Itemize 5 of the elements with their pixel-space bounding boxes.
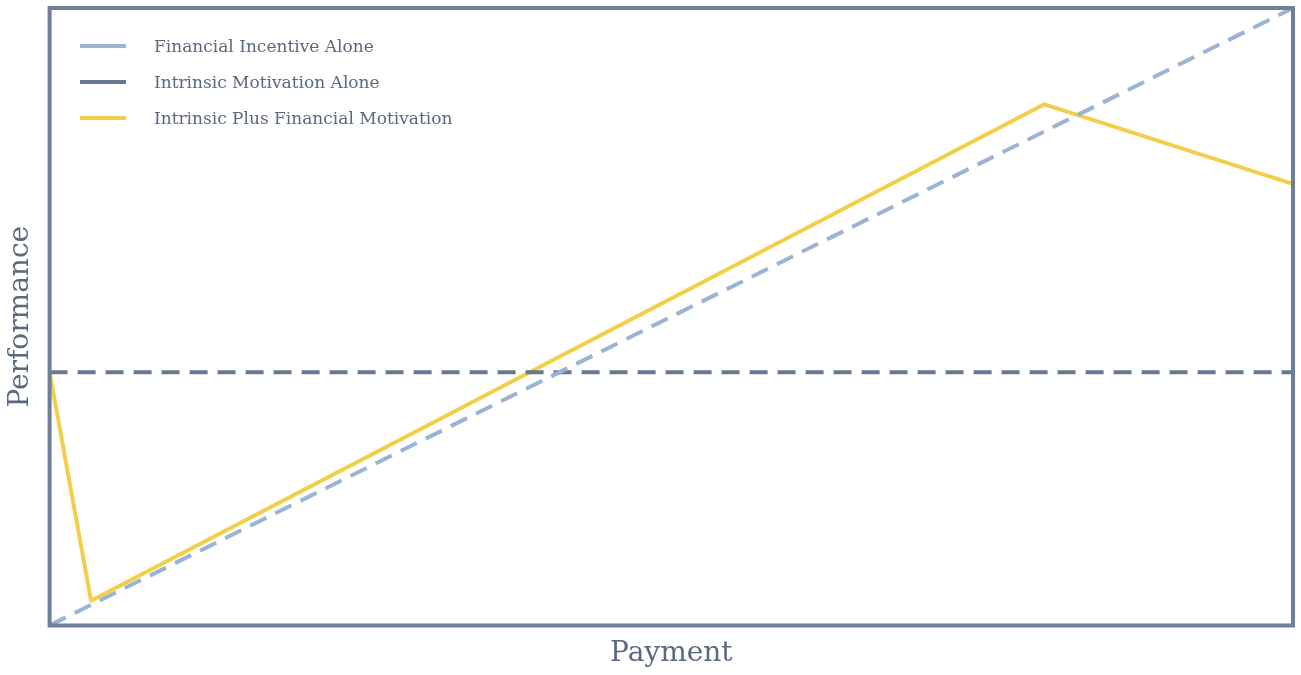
legend-label: Intrinsic Plus Financial Motivation — [154, 108, 453, 128]
x-axis-title: Payment — [610, 635, 734, 669]
y-axis-title: Performance — [2, 225, 36, 408]
legend-label: Financial Incentive Alone — [154, 36, 374, 56]
legend-label: Intrinsic Motivation Alone — [154, 72, 380, 92]
